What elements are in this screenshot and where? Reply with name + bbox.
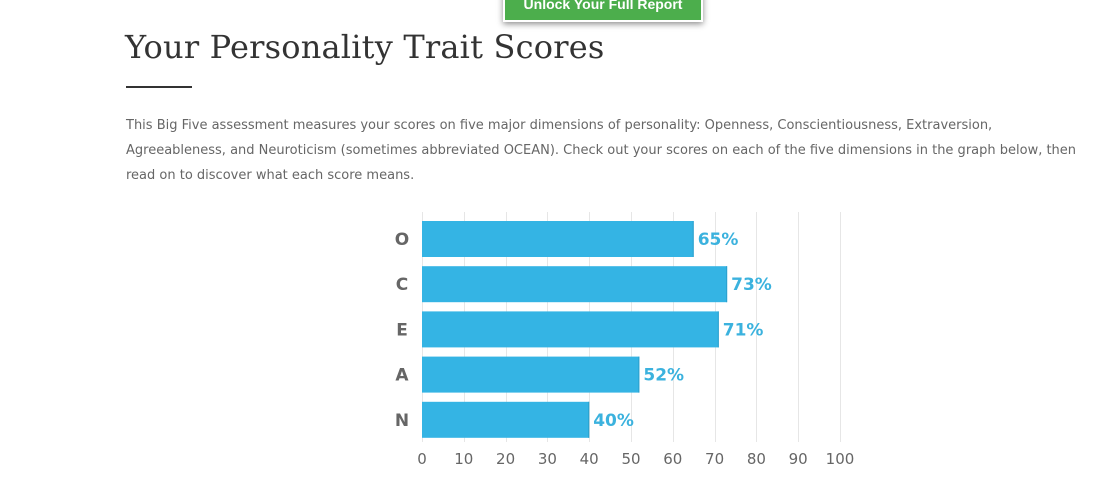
category-label-C: C [396, 275, 408, 295]
category-label-O: O [395, 230, 409, 250]
bar-O [422, 221, 694, 257]
value-label-E: 71% [723, 320, 764, 340]
x-tick-label-30: 30 [538, 450, 557, 468]
category-label-A: A [395, 366, 409, 386]
unlock-full-report-button[interactable]: Unlock Your Full Report [503, 0, 703, 22]
chart-labels: 0 10 20 30 40 50 60 70 80 90 100 O 65% C 73% E 71% A 52% N 4… [395, 230, 855, 468]
category-label-E: E [396, 320, 408, 340]
value-label-O: 65% [698, 230, 739, 250]
x-tick-label-0: 0 [417, 450, 427, 468]
bar-A [422, 356, 640, 393]
bar-C [422, 266, 728, 303]
category-label-N: N [395, 411, 409, 431]
x-tick-label-70: 70 [705, 450, 724, 468]
page-title: Your Personality Trait Scores [125, 28, 605, 66]
x-tick-label-40: 40 [580, 450, 599, 468]
x-tick-label-60: 60 [663, 450, 682, 468]
value-label-A: 52% [643, 366, 684, 386]
x-tick-label-90: 90 [789, 450, 808, 468]
value-label-C: 73% [731, 275, 772, 295]
x-tick-label-80: 80 [747, 450, 766, 468]
bar-E [422, 311, 719, 348]
x-tick-label-50: 50 [621, 450, 640, 468]
x-tick-label-10: 10 [454, 450, 473, 468]
title-underline-divider [126, 86, 192, 88]
bar-N [422, 401, 590, 438]
value-label-N: 40% [593, 411, 634, 431]
intro-paragraph: This Big Five assessment measures your s… [126, 118, 1077, 183]
x-tick-label-20: 20 [496, 450, 515, 468]
chart-bars [422, 221, 728, 438]
x-tick-label-100: 100 [826, 450, 855, 468]
